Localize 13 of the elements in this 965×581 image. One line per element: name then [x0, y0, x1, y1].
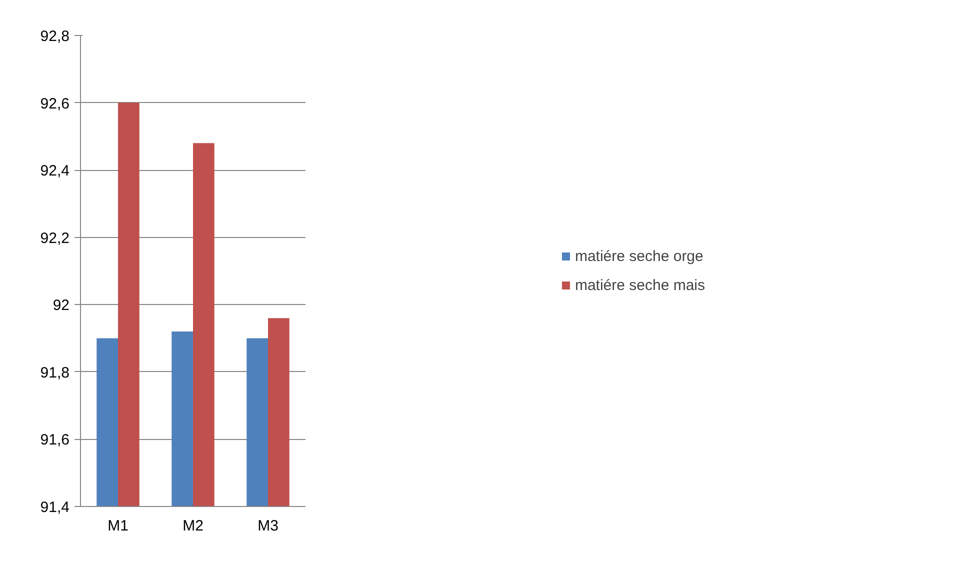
y-tick-label: 91,6 — [40, 432, 70, 449]
y-tick-label: 92,8 — [40, 28, 70, 45]
legend-label: matiére seche orge — [574, 248, 704, 264]
y-tick-label: 91,8 — [40, 364, 70, 382]
x-tick-label: M2 — [182, 518, 204, 534]
legend-label: matiére seche mais — [574, 276, 706, 294]
y-tick-label: 92,2 — [40, 230, 70, 247]
x-tick-label: M1 — [108, 518, 128, 534]
y-tick-label: 92,4 — [40, 162, 70, 180]
y-tick-label: 92 — [52, 297, 70, 314]
y-tick-label: 91,4 — [40, 499, 70, 516]
y-tick-label: 92,6 — [40, 95, 70, 112]
x-tick-label: M3 — [258, 518, 278, 534]
